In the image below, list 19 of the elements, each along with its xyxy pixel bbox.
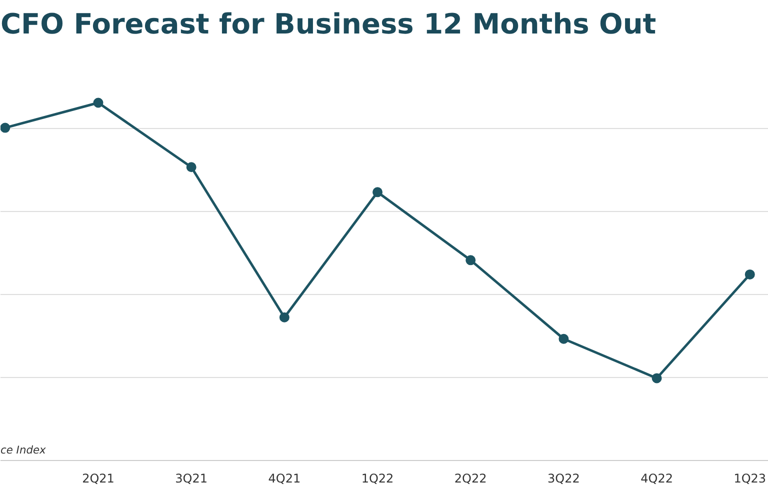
point [372, 187, 383, 198]
x-tick-label: 2Q21 [82, 472, 114, 486]
point [652, 373, 662, 384]
annotation: ce Index [0, 444, 47, 456]
point [0, 122, 10, 133]
x-tick-label: 3Q22 [548, 472, 580, 486]
point [466, 255, 476, 266]
point [558, 334, 569, 344]
x-tick-label: 4Q22 [640, 472, 673, 486]
x-tick-label: 1Q23 [734, 472, 766, 486]
point [279, 312, 290, 322]
point [744, 269, 755, 280]
x-tick-label: 1Q22 [361, 472, 394, 486]
x-tick-label: 3Q21 [175, 472, 208, 486]
point [93, 98, 104, 108]
x-tick-label: 4Q21 [268, 472, 301, 486]
chart-title: CFO Forecast for Business 12 Months Out [0, 8, 656, 40]
point [186, 162, 196, 172]
x-tick-label: 2Q22 [454, 472, 487, 486]
